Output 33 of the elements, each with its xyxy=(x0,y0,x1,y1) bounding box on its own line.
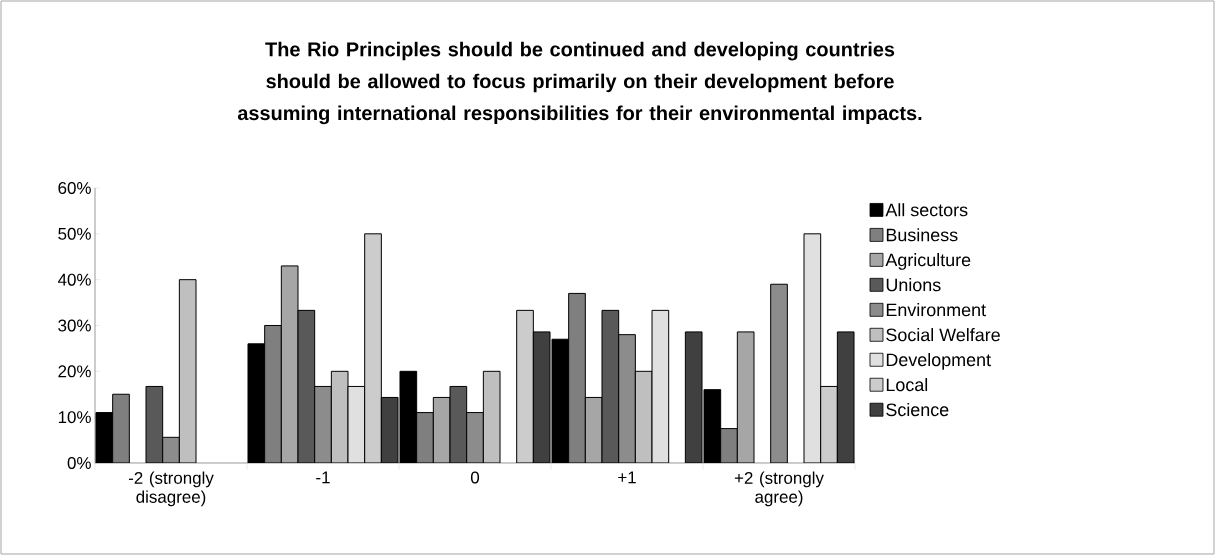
x-tick-label: 0 xyxy=(470,471,480,484)
bar xyxy=(720,428,738,463)
bar xyxy=(314,385,332,463)
chart-title: The Rio Principles should be continued and developing countries should be allowed to focus primarily on their development before assuming international responsibilities for their environmental impacts. xyxy=(237,41,922,125)
y-tick-label: 50% xyxy=(58,227,91,240)
bar xyxy=(618,334,636,463)
bar xyxy=(416,412,434,463)
x-tick-label: +2 (strongly agree) xyxy=(734,471,824,507)
legend-label: Environment xyxy=(886,303,986,317)
y-tick-label: 30% xyxy=(58,319,91,332)
legend-label: Unions xyxy=(886,278,941,292)
legend-label: Business xyxy=(886,228,958,242)
bar xyxy=(803,233,822,463)
x-tick-label: -1 xyxy=(316,471,330,484)
y-tick-label: 10% xyxy=(58,411,91,424)
bar xyxy=(264,324,282,463)
x-tick-label: -2 (strongly disagree) xyxy=(128,471,214,507)
legend-label: All sectors xyxy=(885,203,968,217)
y-tick-label: 20% xyxy=(58,365,91,378)
x-tick-label: +1 xyxy=(618,471,636,484)
y-tick-label: 0% xyxy=(67,456,91,469)
bar xyxy=(112,393,130,463)
legend-label: Local xyxy=(886,377,928,392)
bar xyxy=(770,283,788,463)
bar xyxy=(162,436,180,463)
y-tick-label: 60% xyxy=(58,182,91,194)
legend-label: Agriculture xyxy=(885,253,971,270)
legend-label: Development xyxy=(886,353,991,370)
legend-label: Social Welfare xyxy=(886,328,1000,342)
bar xyxy=(568,292,586,463)
y-tick-label: 40% xyxy=(57,273,91,286)
legend-label: Science xyxy=(886,402,949,417)
bar xyxy=(466,412,484,463)
